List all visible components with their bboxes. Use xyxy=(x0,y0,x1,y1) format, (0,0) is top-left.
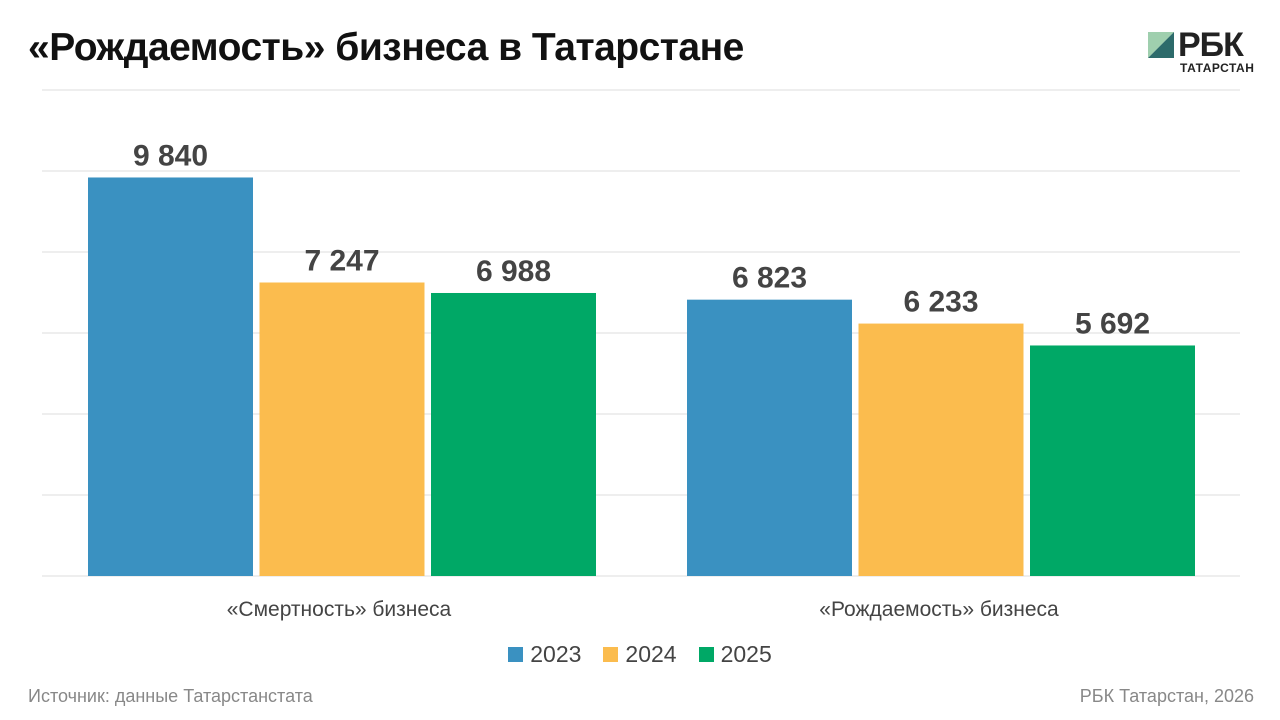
data-label: 6 233 xyxy=(903,286,978,319)
bar xyxy=(431,292,596,576)
legend-swatch xyxy=(508,647,524,662)
chart-title: «Рождаемость» бизнеса в Татарстане xyxy=(28,26,744,69)
legend-item: 2023 xyxy=(508,641,581,668)
legend-label: 2023 xyxy=(530,641,582,667)
bar xyxy=(1030,345,1195,576)
legend-item: 2025 xyxy=(698,641,772,668)
data-label: 7 247 xyxy=(304,244,379,277)
logo-text: РБК xyxy=(1178,26,1244,64)
bar xyxy=(858,323,1024,576)
legend-swatch xyxy=(603,647,619,662)
logo-mark-icon xyxy=(1148,32,1174,58)
logo-subtitle: ТАТАРСТАН xyxy=(1180,61,1255,75)
legend-item: 2024 xyxy=(603,641,677,668)
data-label: 5 692 xyxy=(1075,307,1150,340)
category-label: «Смертность» бизнеса xyxy=(226,598,452,621)
data-label: 9 840 xyxy=(133,139,208,172)
legend-swatch xyxy=(698,647,714,662)
bar xyxy=(687,299,852,576)
bar xyxy=(88,177,253,577)
data-label: 6 988 xyxy=(476,255,551,288)
rbc-logo: РБК ТАТАРСТАН xyxy=(1148,26,1258,78)
source-note: Источник: данные Татарстанстата xyxy=(28,686,313,706)
legend-label: 2025 xyxy=(720,641,772,667)
legend-label: 2024 xyxy=(625,641,677,667)
credit-note: РБК Татарстан, 2026 xyxy=(1079,686,1254,706)
category-label: «Рождаемость» бизнеса xyxy=(819,598,1059,621)
data-label: 6 823 xyxy=(732,262,807,295)
bar xyxy=(259,282,425,576)
legend: 2023 2024 2025 xyxy=(0,641,1280,668)
